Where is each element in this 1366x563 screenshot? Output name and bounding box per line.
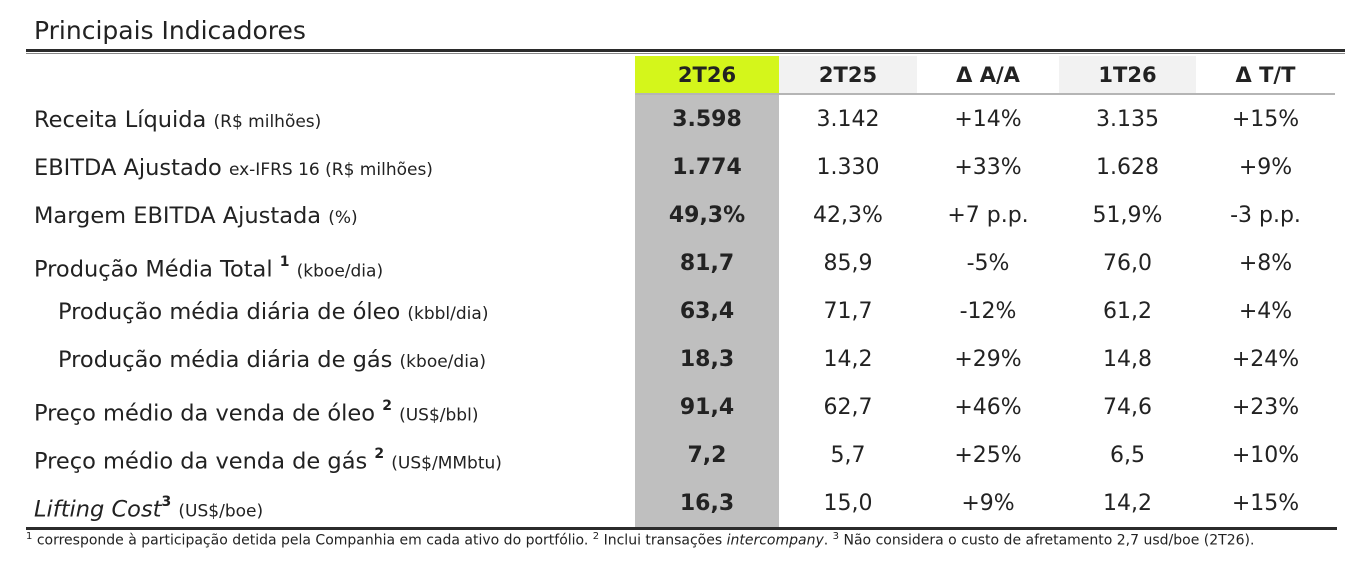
row-label: Preço médio da venda de óleo 2 (US$/bbl) [34, 398, 479, 427]
table-row: Produção Média Total 1 (kboe/dia) 81,7 8… [0, 240, 1366, 288]
cell-2t26: 91,4 [679, 395, 735, 420]
top-rule-thin [26, 53, 1345, 54]
cell-2t26: 3.598 [672, 107, 742, 132]
footnote-marker: 1 [279, 254, 290, 270]
cell-2t26: 18,3 [679, 347, 735, 372]
cell-delta-tt: +10% [1231, 443, 1300, 468]
cell-delta-tt: +15% [1231, 107, 1300, 132]
footnote-marker: 2 [382, 398, 392, 414]
cell-delta-tt: +15% [1231, 491, 1300, 516]
cell-2t26: 7,2 [687, 443, 727, 468]
header-2t25: 2T25 [818, 63, 878, 87]
row-label: Preço médio da venda de gás 2 (US$/MMbtu… [34, 446, 502, 475]
table-row: Preço médio da venda de óleo 2 (US$/bbl)… [0, 384, 1366, 432]
cell-2t25: 5,7 [830, 443, 866, 468]
cell-2t25: 14,2 [823, 347, 873, 372]
column-2t26-header-highlight [635, 56, 779, 94]
footnote: 1 corresponde à participação detida pela… [26, 531, 1255, 549]
cell-delta-aa: -5% [966, 251, 1010, 276]
footnote-marker: 2 [374, 446, 385, 462]
cell-2t26: 1.774 [672, 155, 742, 180]
cell-delta-aa: +46% [954, 395, 1022, 420]
cell-1t26: 74,6 [1103, 395, 1152, 420]
cell-1t26: 76,0 [1103, 251, 1152, 276]
cell-1t26: 51,9% [1092, 203, 1163, 228]
footnote-marker: 3 [161, 494, 172, 510]
cell-1t26: 3.135 [1096, 107, 1159, 132]
cell-1t26: 6,5 [1110, 443, 1145, 468]
row-label: Produção média diária de óleo (kbbl/dia) [58, 299, 489, 325]
cell-delta-tt: +8% [1238, 251, 1293, 276]
cell-2t25: 3.142 [816, 107, 880, 132]
row-label: Receita Líquida (R$ milhões) [34, 107, 322, 133]
row-label: Produção média diária de gás (kboe/dia) [58, 347, 486, 373]
cell-delta-aa: -12% [959, 299, 1017, 324]
cell-2t25: 62,7 [823, 395, 873, 420]
header-underline [635, 93, 1335, 95]
cell-delta-aa: +9% [961, 491, 1015, 516]
row-label: EBITDA Ajustado ex-IFRS 16 (R$ milhões) [34, 155, 433, 181]
cell-2t26: 81,7 [679, 251, 735, 276]
page-title: Principais Indicadores [34, 16, 306, 45]
cell-1t26: 14,2 [1103, 491, 1152, 516]
cell-2t25: 42,3% [813, 203, 883, 228]
table-row: EBITDA Ajustado ex-IFRS 16 (R$ milhões) … [0, 144, 1366, 192]
cell-delta-tt: +23% [1231, 395, 1300, 420]
cell-2t25: 85,9 [823, 251, 873, 276]
column-2t25-header-background [779, 56, 917, 94]
table-row: Preço médio da venda de gás 2 (US$/MMbtu… [0, 432, 1366, 480]
row-label: Produção Média Total 1 (kboe/dia) [34, 254, 384, 283]
header-delta-aa: Δ A/A [956, 63, 1020, 87]
cell-2t25: 1.330 [816, 155, 880, 180]
cell-delta-aa: +7 p.p. [947, 203, 1029, 228]
bottom-rule [26, 527, 1337, 530]
header-delta-tt: Δ T/T [1235, 63, 1296, 87]
cell-2t25: 15,0 [823, 491, 873, 516]
row-label: Margem EBITDA Ajustada (%) [34, 203, 358, 229]
table-row: Lifting Cost3 (US$/boe) 16,3 15,0 +9% 14… [0, 480, 1366, 528]
table-row: Receita Líquida (R$ milhões) 3.598 3.142… [0, 96, 1366, 144]
cell-delta-aa: +14% [954, 107, 1022, 132]
cell-2t25: 71,7 [823, 299, 873, 324]
cell-1t26: 14,8 [1103, 347, 1152, 372]
cell-1t26: 1.628 [1096, 155, 1159, 180]
top-rule [26, 49, 1345, 52]
cell-delta-aa: +29% [954, 347, 1022, 372]
column-1t26-header-background [1059, 56, 1196, 94]
row-label: Lifting Cost3 (US$/boe) [34, 494, 264, 523]
table-row: Produção média diária de gás (kboe/dia) … [0, 336, 1366, 384]
cell-2t26: 16,3 [679, 491, 735, 516]
cell-2t26: 63,4 [679, 299, 735, 324]
table-row: Produção média diária de óleo (kbbl/dia)… [0, 288, 1366, 336]
table-row: Margem EBITDA Ajustada (%) 49,3% 42,3% +… [0, 192, 1366, 240]
cell-2t26: 49,3% [668, 203, 746, 228]
header-1t26: 1T26 [1098, 63, 1157, 87]
cell-1t26: 61,2 [1103, 299, 1152, 324]
cell-delta-tt: -3 p.p. [1230, 203, 1301, 228]
cell-delta-tt: +4% [1238, 299, 1293, 324]
cell-delta-tt: +24% [1231, 347, 1300, 372]
cell-delta-aa: +33% [954, 155, 1022, 180]
cell-delta-tt: +9% [1238, 155, 1293, 180]
column-2t26-background [635, 56, 779, 527]
header-2t26: 2T26 [677, 63, 737, 87]
cell-delta-aa: +25% [954, 443, 1022, 468]
